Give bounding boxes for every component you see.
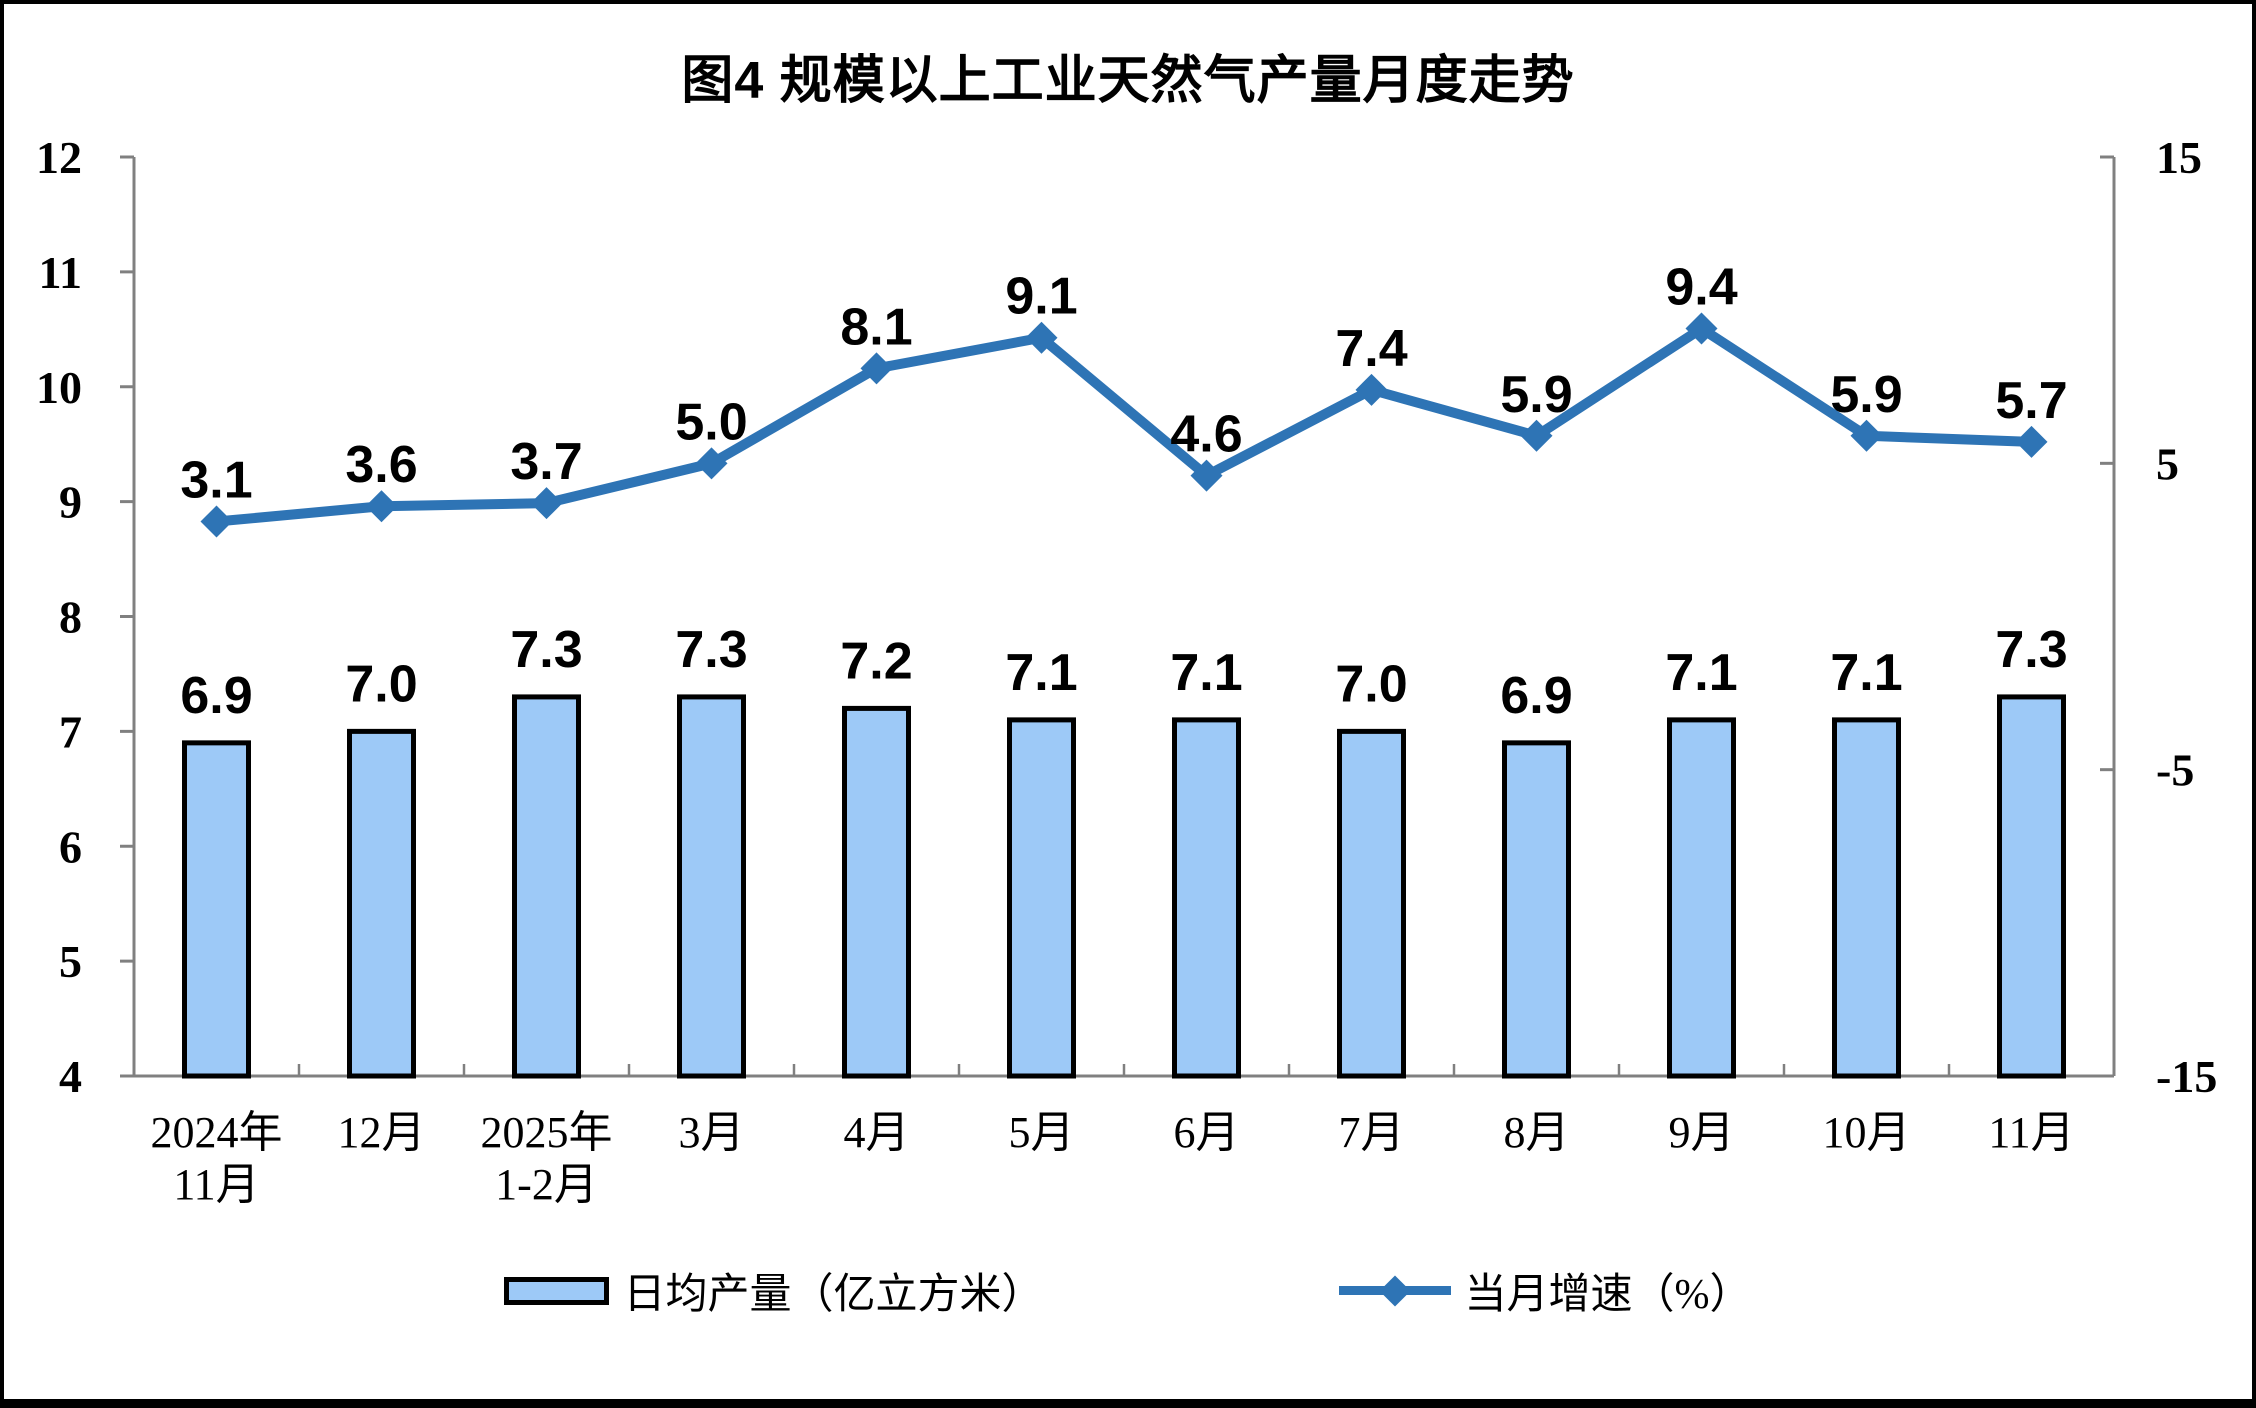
bar — [512, 694, 581, 1079]
line-value-label: 5.7 — [1995, 372, 2067, 430]
x-axis-category-label: 10月 — [1823, 1108, 1911, 1157]
legend: 日均产量（亿立方米） 当月增速（%） — [4, 1260, 2252, 1321]
bar-value-label: 7.3 — [510, 621, 582, 679]
bar-value-label: 7.1 — [1830, 644, 1902, 702]
right-axis-tick-label: 15 — [2156, 132, 2202, 183]
legend-item-bar-series: 日均产量（亿立方米） — [504, 1260, 1044, 1321]
right-axis-tick-label: -15 — [2156, 1051, 2217, 1102]
line-value-label: 9.4 — [1665, 259, 1737, 317]
line-value-label: 5.0 — [675, 393, 747, 451]
line-point-marker — [2015, 425, 2048, 458]
x-axis-category-label: 12月 — [338, 1108, 426, 1157]
line-series-swatch — [1338, 1274, 1451, 1307]
combo-chart-plot: 12 11 10 9 8 7 6 5 4 15 5 -5 -15 2024年 11月 12月 2025年 1-2月… — [36, 132, 2217, 1209]
bar-value-label: 6.9 — [1500, 667, 1572, 725]
right-axis-tick-label: 5 — [2156, 438, 2179, 489]
x-axis-category-label: 6月 — [1174, 1108, 1240, 1157]
line-value-label: 5.9 — [1500, 366, 1572, 424]
line-value-label: 3.6 — [345, 436, 417, 494]
line-point-marker — [1685, 312, 1718, 345]
bar — [347, 728, 416, 1079]
bar — [1337, 728, 1406, 1079]
bar — [842, 705, 911, 1079]
line-point-marker — [530, 487, 563, 520]
x-axis-category-label: 7月 — [1339, 1108, 1405, 1157]
bar-value-label: 7.3 — [1995, 621, 2067, 679]
bar — [1997, 694, 2066, 1079]
line-point-marker — [1850, 419, 1883, 452]
left-axis-tick-label: 7 — [59, 706, 82, 757]
left-axis-tick-label: 5 — [59, 936, 82, 987]
line-value-label: 3.7 — [510, 433, 582, 491]
line-point-marker — [1190, 459, 1223, 492]
bar — [1832, 717, 1901, 1079]
bar — [1667, 717, 1736, 1079]
bar-series-swatch — [504, 1276, 610, 1305]
bar — [1007, 717, 1076, 1079]
diamond-marker-icon — [1378, 1274, 1411, 1307]
x-axis-category-label: 11月 — [1988, 1108, 2074, 1157]
bar-value-label: 7.3 — [675, 621, 747, 679]
left-axis-tick-label: 12 — [36, 132, 82, 183]
line-point-marker — [1025, 321, 1058, 354]
right-axis-tick-label: -5 — [2156, 745, 2194, 796]
bar — [677, 694, 746, 1079]
left-axis-tick-label: 8 — [59, 592, 82, 643]
x-axis-category-label: 9月 — [1669, 1108, 1735, 1157]
line-value-label: 7.4 — [1335, 320, 1407, 378]
line-value-label: 8.1 — [840, 298, 912, 356]
bar-value-label: 7.2 — [840, 632, 912, 690]
x-axis-category-label: 5月 — [1009, 1108, 1075, 1157]
bar — [182, 740, 251, 1079]
line-point-marker — [200, 505, 233, 538]
bar-value-label: 7.1 — [1665, 644, 1737, 702]
line-point-marker — [1355, 373, 1388, 406]
left-axis-tick-label: 6 — [59, 821, 82, 872]
line-series-label: 当月增速（%） — [1464, 1272, 1752, 1318]
bar-value-label: 7.1 — [1005, 644, 1077, 702]
line-value-label: 4.6 — [1170, 406, 1242, 464]
bar — [1172, 717, 1241, 1079]
x-axis-category-label: 4月 — [844, 1108, 910, 1157]
bar-value-label: 6.9 — [180, 667, 252, 725]
line-value-label: 5.9 — [1830, 366, 1902, 424]
line-value-label: 3.1 — [180, 452, 252, 510]
bar-value-label: 7.1 — [1170, 644, 1242, 702]
bar-value-label: 7.0 — [1335, 655, 1407, 713]
line-point-marker — [1520, 419, 1553, 452]
left-axis-tick-label: 4 — [59, 1051, 82, 1102]
left-axis-tick-label: 9 — [59, 477, 82, 528]
line-point-marker — [695, 447, 728, 480]
x-axis-category-label: 2025年 1-2月 — [481, 1108, 613, 1209]
chart-title: 图4 规模以上工业天然气产量月度走势 — [681, 52, 1575, 110]
line-point-marker — [365, 490, 398, 523]
line-point-marker — [860, 352, 893, 385]
line-value-label: 9.1 — [1005, 268, 1077, 326]
left-axis-tick-label: 11 — [39, 247, 82, 298]
bar — [1502, 740, 1571, 1079]
x-axis-category-label: 8月 — [1504, 1108, 1570, 1157]
growth-line — [211, 323, 2037, 527]
legend-item-line-series: 当月增速（%） — [1338, 1260, 1752, 1321]
bar-value-label: 7.0 — [345, 655, 417, 713]
x-axis-category-label: 3月 — [679, 1108, 745, 1157]
left-axis-tick-label: 10 — [36, 362, 82, 413]
x-axis-category-label: 2024年 11月 — [151, 1108, 283, 1209]
bar-series-label: 日均产量（亿立方米） — [623, 1272, 1044, 1318]
